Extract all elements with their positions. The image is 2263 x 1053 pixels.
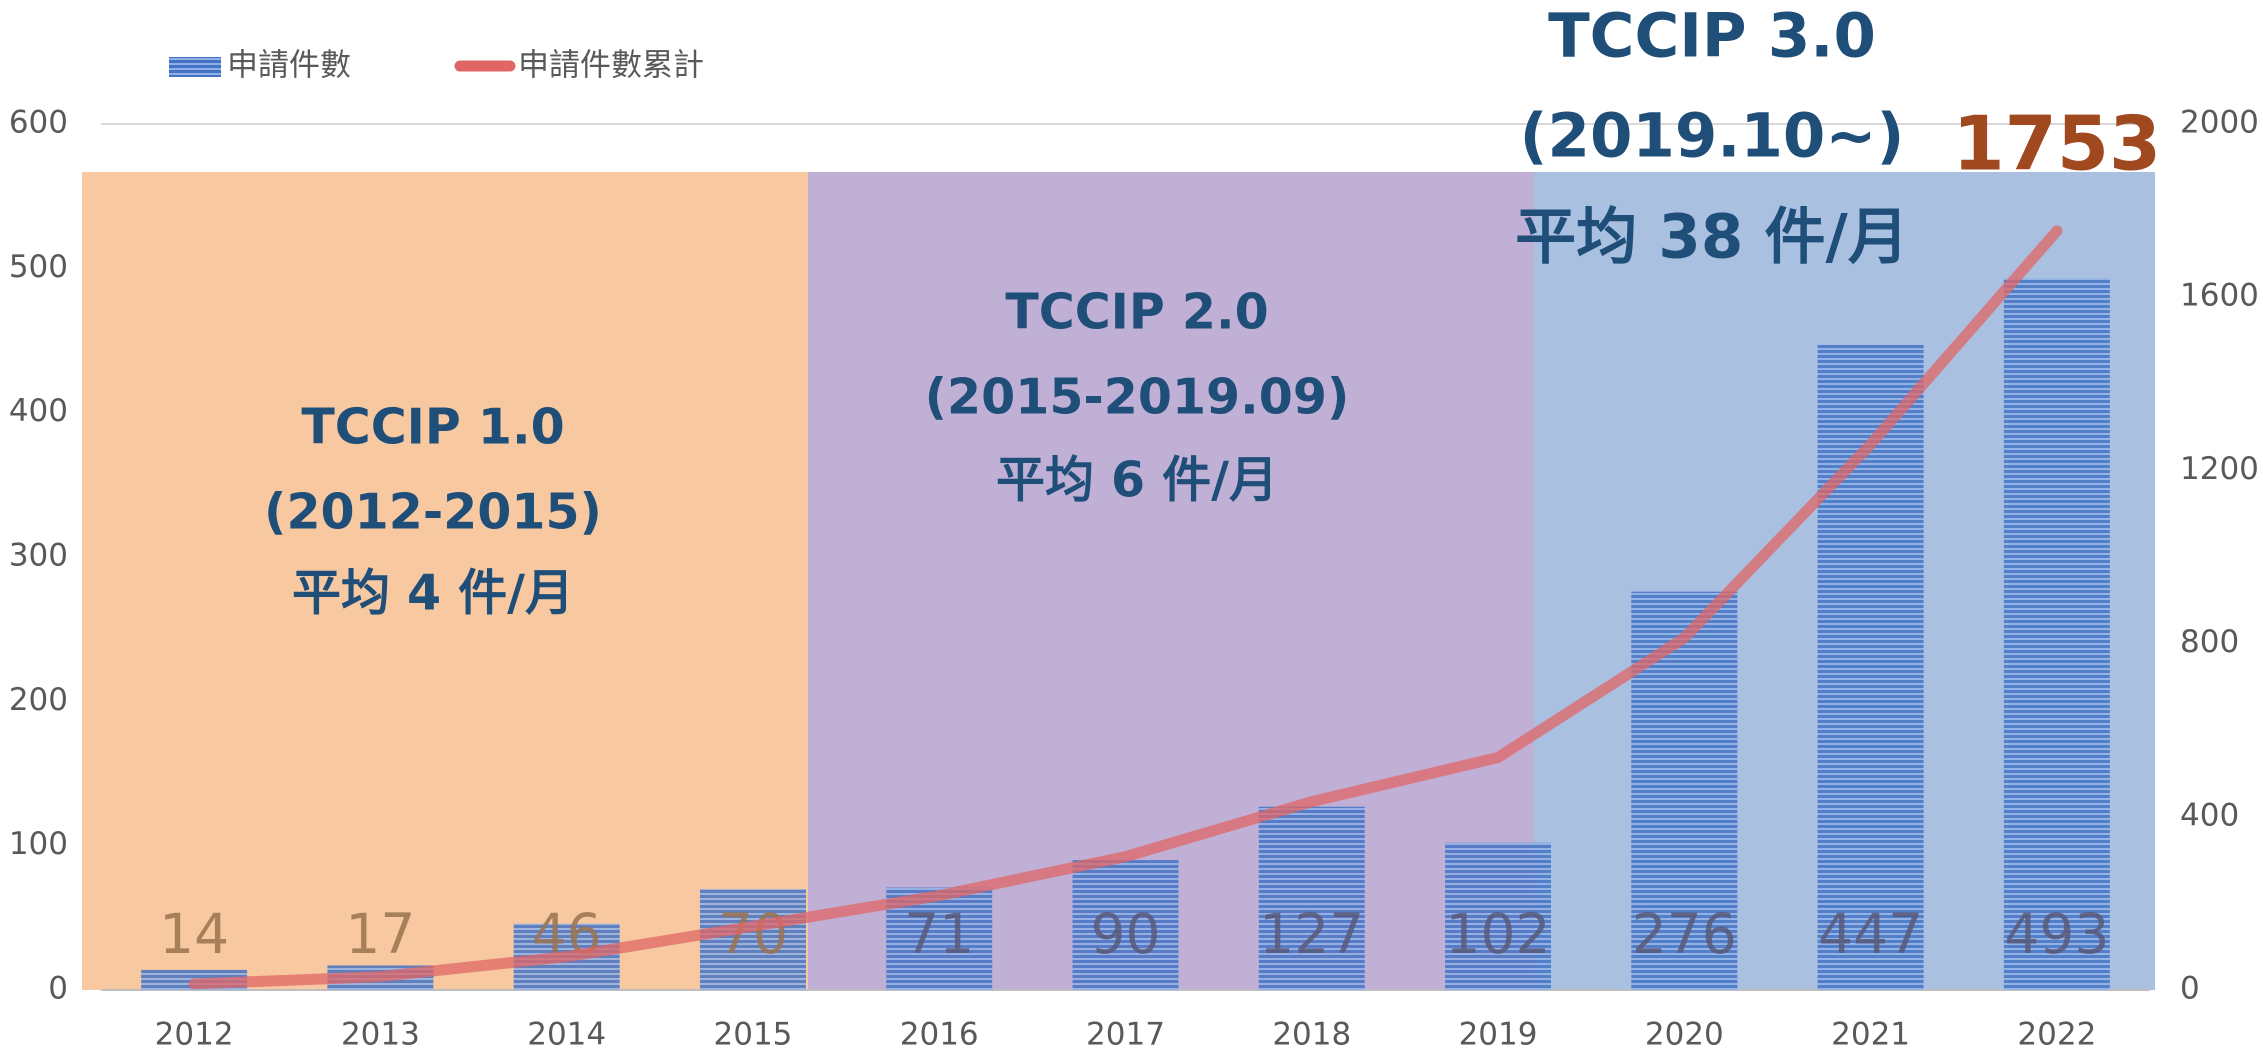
annotation: (2019.10~) [1520,101,1905,172]
x-tick-label: 2019 [1459,1017,1538,1053]
bar [1258,806,1365,990]
value-label: 71 [904,902,974,966]
x-tick-label: 2014 [527,1017,606,1053]
x-tick-label: 2013 [341,1017,420,1053]
x-tick-label: 2020 [1645,1017,1724,1053]
annotation: 平均 6 件/月 [996,452,1278,509]
y-tick-label: 400 [9,393,68,429]
value-label: 14 [159,902,229,966]
x-tick-label: 2018 [1272,1017,1351,1053]
x-tick-label: 2015 [714,1017,793,1053]
region-1 [82,172,808,990]
bar [1072,860,1179,990]
y2-tick-label: 2000 [2180,105,2259,141]
y-tick-label: 500 [9,249,68,285]
x-tick-label: 2012 [155,1017,234,1053]
annotation: (2015-2019.09) [925,369,1350,426]
annotation: TCCIP 3.0 [1548,1,1876,72]
bar [699,888,806,990]
x-tick-label: 2022 [2017,1017,2096,1053]
y2-tick-label: 800 [2180,624,2239,660]
bar [1445,842,1552,990]
y-tick-label: 0 [48,971,68,1007]
x-tick-label: 2017 [1086,1017,1165,1053]
y-tick-label: 300 [9,538,68,574]
y2-tick-label: 0 [2180,971,2200,1007]
annotation: (2012-2015) [264,484,602,541]
legend-label: 申請件數 [227,48,351,84]
y-tick-label: 100 [9,826,68,862]
y2-tick-label: 1200 [2180,451,2259,487]
annotation: TCCIP 2.0 [1005,284,1268,341]
bar [1817,344,1924,991]
value-label: 90 [1091,902,1161,966]
annotation: 平均 38 件/月 [1515,202,1909,273]
legend-label: 申請件數累計 [518,48,704,84]
x-tick-label: 2021 [1831,1017,1910,1053]
line [188,225,2063,990]
end-label: 1753 [1952,100,2161,188]
region-2 [808,172,1534,990]
y-tick-label: 600 [9,105,68,141]
annotation: 平均 4 件/月 [292,565,574,622]
y2-tick-label: 400 [2180,797,2239,833]
y-tick-label: 200 [9,682,68,718]
value-label: 17 [345,902,415,966]
value-label: 447 [1818,902,1923,966]
legend-swatch [169,57,221,77]
value-label: 493 [2004,902,2109,966]
value-label: 102 [1446,902,1551,966]
value-label: 127 [1259,902,1364,966]
value-label: 276 [1632,902,1737,966]
bar [2003,278,2110,991]
x-tick-label: 2016 [900,1017,979,1053]
annotation: TCCIP 1.0 [301,399,564,456]
y2-tick-label: 1600 [2180,278,2259,314]
